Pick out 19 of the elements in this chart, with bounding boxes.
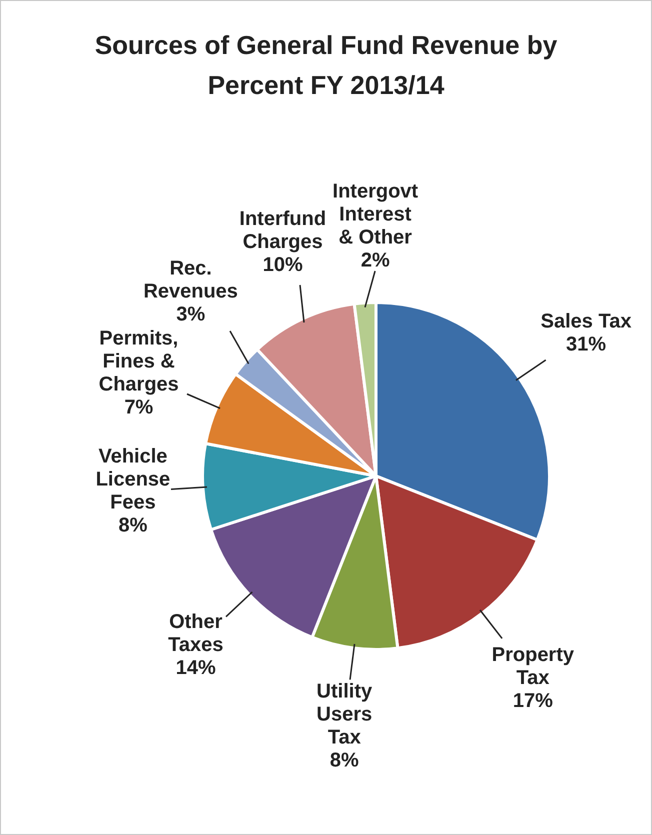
slice-label: Interfund Charges bbox=[239, 208, 326, 253]
data-label: 31% bbox=[566, 333, 606, 356]
data-label: 17% bbox=[512, 690, 554, 712]
slice-label: Utility Users Tax bbox=[316, 680, 373, 749]
chart-title: Sources of General Fund Revenue by Percent FY 2013/14 bbox=[94, 30, 558, 100]
slice-label: Permits, Fines & Charges bbox=[98, 327, 179, 396]
slice-label: Intergovt Interest & Other bbox=[332, 180, 418, 248]
slice-label: Vehicle License Fees bbox=[96, 445, 170, 514]
slice-label: Other Taxes bbox=[168, 610, 224, 656]
data-label: 14% bbox=[176, 656, 216, 679]
data-label: 7% bbox=[124, 396, 154, 418]
data-label: 10% bbox=[262, 254, 303, 276]
slice-label: Sales Tax bbox=[540, 310, 632, 332]
slice-label: Property Tax bbox=[492, 644, 575, 689]
data-label: 2% bbox=[360, 249, 390, 272]
data-label: 8% bbox=[118, 514, 148, 536]
data-label: 3% bbox=[176, 303, 206, 326]
data-label: 8% bbox=[330, 750, 360, 772]
slice-label: Rec. Revenues bbox=[143, 257, 238, 302]
